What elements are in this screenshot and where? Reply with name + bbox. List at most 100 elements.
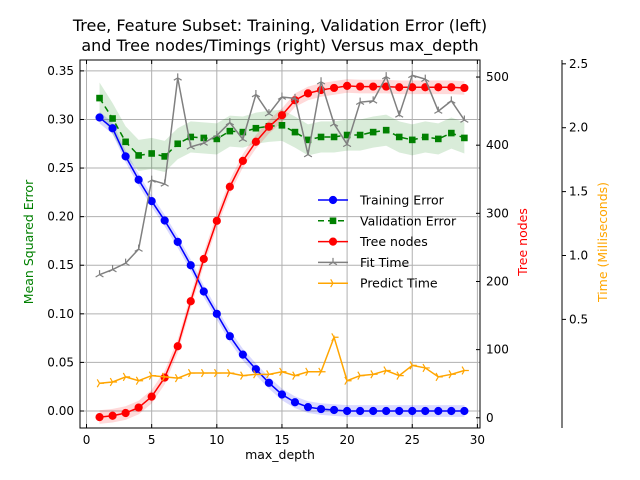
data-point (134, 244, 143, 252)
data-point (408, 136, 416, 144)
data-point (329, 83, 339, 93)
data-point (108, 265, 117, 273)
y-left-tick-label: 0.05 (47, 355, 74, 369)
data-point (174, 140, 182, 148)
data-point (329, 217, 337, 225)
data-point (356, 131, 364, 139)
y-right-tick-label: 500 (486, 70, 509, 84)
data-point (434, 406, 443, 416)
data-point (96, 94, 103, 102)
data-point (382, 126, 390, 134)
y-axis-right-label: Tree nodes (515, 208, 530, 277)
data-point (199, 254, 208, 264)
data-point (369, 82, 378, 91)
data-point (122, 138, 129, 146)
data-point (330, 133, 338, 141)
data-point (252, 124, 260, 132)
data-point (422, 363, 430, 373)
data-point (279, 367, 287, 376)
data-point (292, 371, 300, 380)
data-point (161, 153, 168, 160)
x-tick-label: 15 (274, 433, 289, 447)
data-point (461, 134, 468, 142)
y-right-tick-label: 400 (486, 138, 509, 152)
data-point (160, 179, 169, 187)
data-point (238, 350, 247, 359)
data-point (448, 129, 455, 137)
data-point (173, 342, 182, 351)
data-point (108, 124, 117, 133)
y-left-tick-label: 0.15 (47, 258, 74, 272)
data-point (291, 128, 299, 136)
data-point (395, 406, 404, 416)
data-point (161, 372, 170, 382)
legend: Training Error Validation Error Tree nodes… (318, 193, 457, 291)
plot-frame (79, 59, 481, 429)
data-point (317, 133, 325, 141)
data-point (395, 133, 403, 141)
data-point (213, 135, 221, 143)
data-point (186, 297, 195, 306)
data-point (251, 137, 260, 146)
data-point (368, 96, 378, 104)
data-point (396, 371, 404, 380)
data-point (357, 371, 365, 380)
data-point (121, 408, 130, 418)
chart-title-line-1: Tree, Feature Subset: Training, Validati… (72, 16, 487, 35)
data-point (264, 109, 274, 117)
data-point (134, 403, 143, 412)
data-point (382, 406, 391, 416)
y-far-right-tick-label: 0.5 (569, 312, 588, 326)
data-point (96, 379, 105, 388)
data-point (381, 72, 391, 80)
data-point (121, 152, 130, 161)
data-point (434, 106, 443, 114)
data-point (147, 392, 156, 401)
y-axis-left-label: Mean Squared Error (21, 179, 36, 304)
x-tick-label: 0 (83, 433, 91, 447)
y-far-right-tick-label: 2.0 (569, 121, 588, 135)
data-point (303, 150, 313, 158)
y-left-tick-label: 0.35 (47, 64, 74, 78)
data-point (227, 368, 235, 378)
legend-label: Fit Time (360, 255, 410, 270)
data-point (134, 175, 143, 184)
data-point (447, 406, 456, 416)
data-point (200, 134, 208, 142)
data-point (199, 287, 208, 296)
x-axis-label: max_depth (245, 447, 315, 462)
data-point (421, 74, 430, 82)
data-point (239, 128, 247, 136)
plot-area: 0 5 10 15 20 25 30 0.00 0.05 0.10 0.15 0.20 0.25 0.30… (47, 57, 588, 447)
legend-label: Tree nodes (359, 234, 428, 249)
data-point (173, 73, 182, 81)
data-point (408, 70, 417, 79)
data-point (108, 411, 117, 420)
data-point (148, 371, 157, 380)
y-left-tick-label: 0.30 (47, 112, 74, 126)
data-point (148, 150, 155, 157)
data-point (225, 118, 235, 126)
data-point (421, 133, 429, 141)
data-point (460, 115, 469, 123)
data-point (435, 135, 442, 143)
data-point (240, 371, 248, 380)
data-point (213, 368, 222, 378)
x-tick-label: 25 (405, 433, 420, 447)
data-point (461, 366, 469, 375)
data-point (421, 406, 430, 416)
data-point (226, 127, 234, 135)
data-point (330, 278, 338, 288)
data-point (238, 156, 247, 165)
data-point (434, 83, 443, 92)
data-point (251, 90, 261, 98)
data-point (225, 182, 234, 191)
data-point (316, 77, 326, 85)
data-point (460, 406, 469, 416)
data-point (277, 390, 287, 399)
y-left-tick-label: 0.25 (47, 161, 74, 175)
data-point (328, 195, 338, 205)
data-point (369, 406, 378, 416)
